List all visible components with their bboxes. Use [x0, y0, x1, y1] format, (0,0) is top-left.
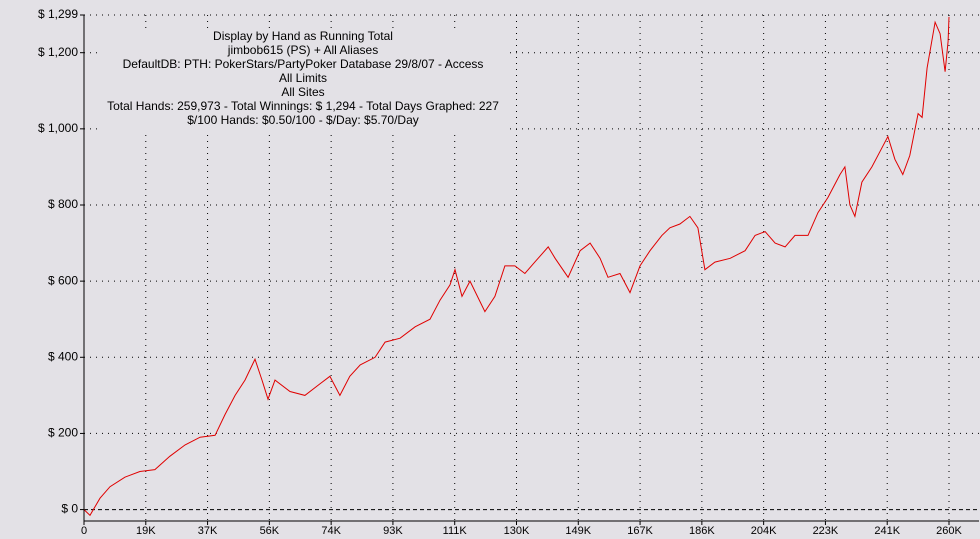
y-tick-label: $ 600 [48, 273, 78, 287]
plot [83, 16, 950, 517]
x-tick-label: 223K [813, 525, 839, 537]
x-tick-label: 37K [198, 525, 218, 537]
subtitle-line: DefaultDB: PTH: PokerStars/PartyPoker Da… [123, 57, 484, 71]
y-tick-label: $ 0 [61, 502, 78, 516]
x-tick-label: 111K [443, 525, 468, 537]
subtitle-line: $/100 Hands: $0.50/100 - $/Day: $5.70/Da… [187, 113, 419, 127]
x-tick-label: 0 [81, 525, 87, 537]
y-tick-label: $ 1,000 [38, 121, 78, 135]
subtitle-line: All Limits [279, 71, 327, 85]
x-tick-label: 74K [321, 525, 341, 537]
y-tick-label: $ 800 [48, 197, 78, 211]
y-tick-label: $ 1,200 [38, 45, 78, 59]
y-tick-label: $ 200 [48, 426, 78, 440]
x-tick-label: 186K [689, 525, 715, 537]
titles: Display by Hand as Running Totaljimbob61… [98, 28, 510, 130]
subtitle-line: Total Hands: 259,973 - Total Winnings: $… [107, 99, 499, 113]
x-tick-label: 204K [751, 525, 777, 537]
x-tick-label: 130K [504, 525, 530, 537]
x-tick-label: 167K [627, 525, 653, 537]
subtitle-line: All Sites [281, 85, 324, 99]
x-tick-label: 19K [136, 525, 156, 537]
subtitle-line: Display by Hand as Running Total [213, 29, 393, 43]
series-line [83, 16, 950, 517]
x-tick-label: 260K [936, 525, 962, 537]
x-tick-label: 149K [565, 525, 591, 537]
x-tick-label: 56K [260, 525, 280, 537]
y-tick-label: $ 1,299 [38, 7, 78, 21]
subtitle-line: jimbob615 (PS) + All Aliases [227, 43, 378, 57]
y-tick-label: $ 400 [48, 349, 78, 363]
axes: $ 0 $ 200 $ 400 $ 600 $ 800 $ 1,000 $ 1,200 $ 1… [38, 7, 979, 537]
subtitle-box [98, 28, 510, 130]
x-tick-label: 241K [874, 525, 900, 537]
x-tick-label: 93K [383, 525, 403, 537]
